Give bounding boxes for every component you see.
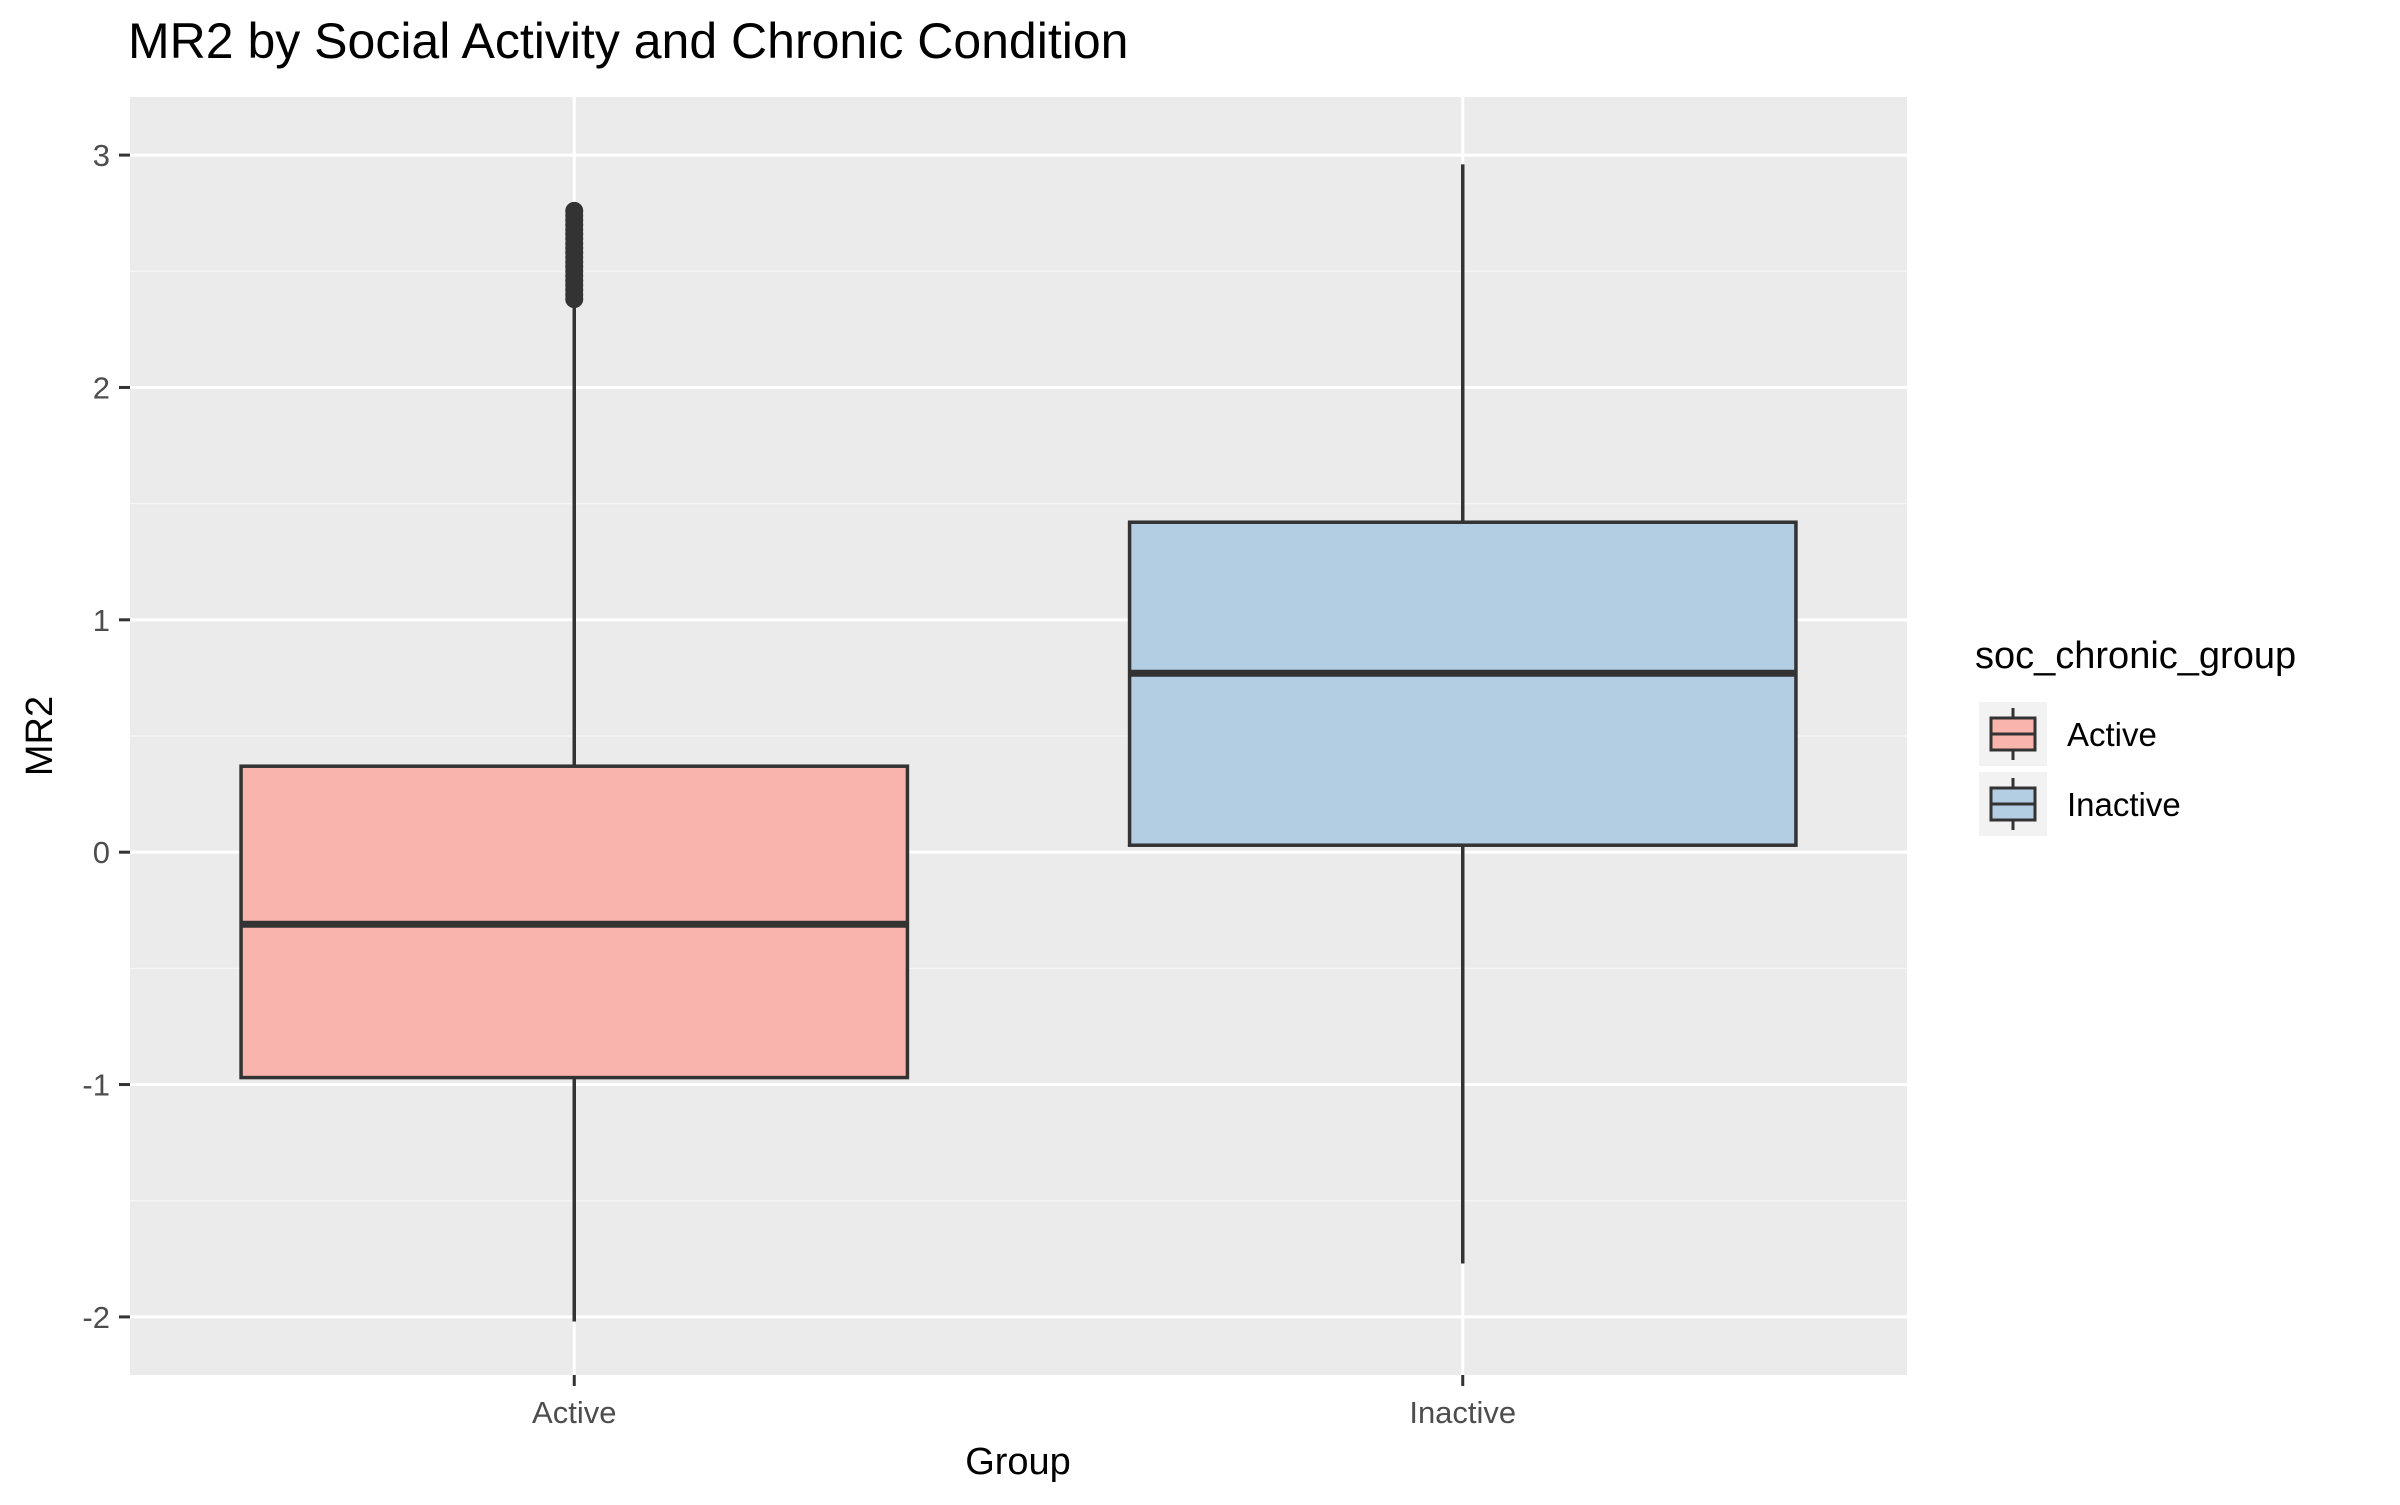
box-inactive	[1127, 164, 1798, 1264]
x-axis-title: Group	[965, 1441, 1071, 1483]
legend-entry-inactive: Inactive	[1979, 772, 2181, 836]
y-tick-label: -1	[82, 1068, 110, 1103]
legend-entry-active: Active	[1979, 702, 2157, 766]
iqr-box	[1127, 520, 1798, 847]
boxes	[239, 164, 1798, 1322]
y-tick-label: 3	[93, 138, 110, 173]
y-tick-label: 1	[93, 603, 110, 638]
legend-title: soc_chronic_group	[1975, 635, 2296, 677]
y-tick-label: 2	[93, 370, 110, 405]
box-active	[239, 201, 910, 1322]
legend: Active Inactive	[1979, 702, 2181, 836]
legend-entry-label: Inactive	[2067, 786, 2181, 823]
legend-entry-label: Active	[2067, 716, 2157, 753]
y-tick-label: -2	[82, 1300, 110, 1335]
axes: -2 -1 0 1 2 3 Active Inactive	[82, 138, 1516, 1430]
chart-title: MR2 by Social Activity and Chronic Condi…	[128, 13, 1128, 69]
outlier-point	[565, 201, 584, 220]
y-tick-label: 0	[93, 835, 110, 870]
x-tick-label: Inactive	[1409, 1395, 1516, 1430]
x-tick-label: Active	[532, 1395, 616, 1430]
y-axis-title: MR2	[19, 696, 61, 776]
